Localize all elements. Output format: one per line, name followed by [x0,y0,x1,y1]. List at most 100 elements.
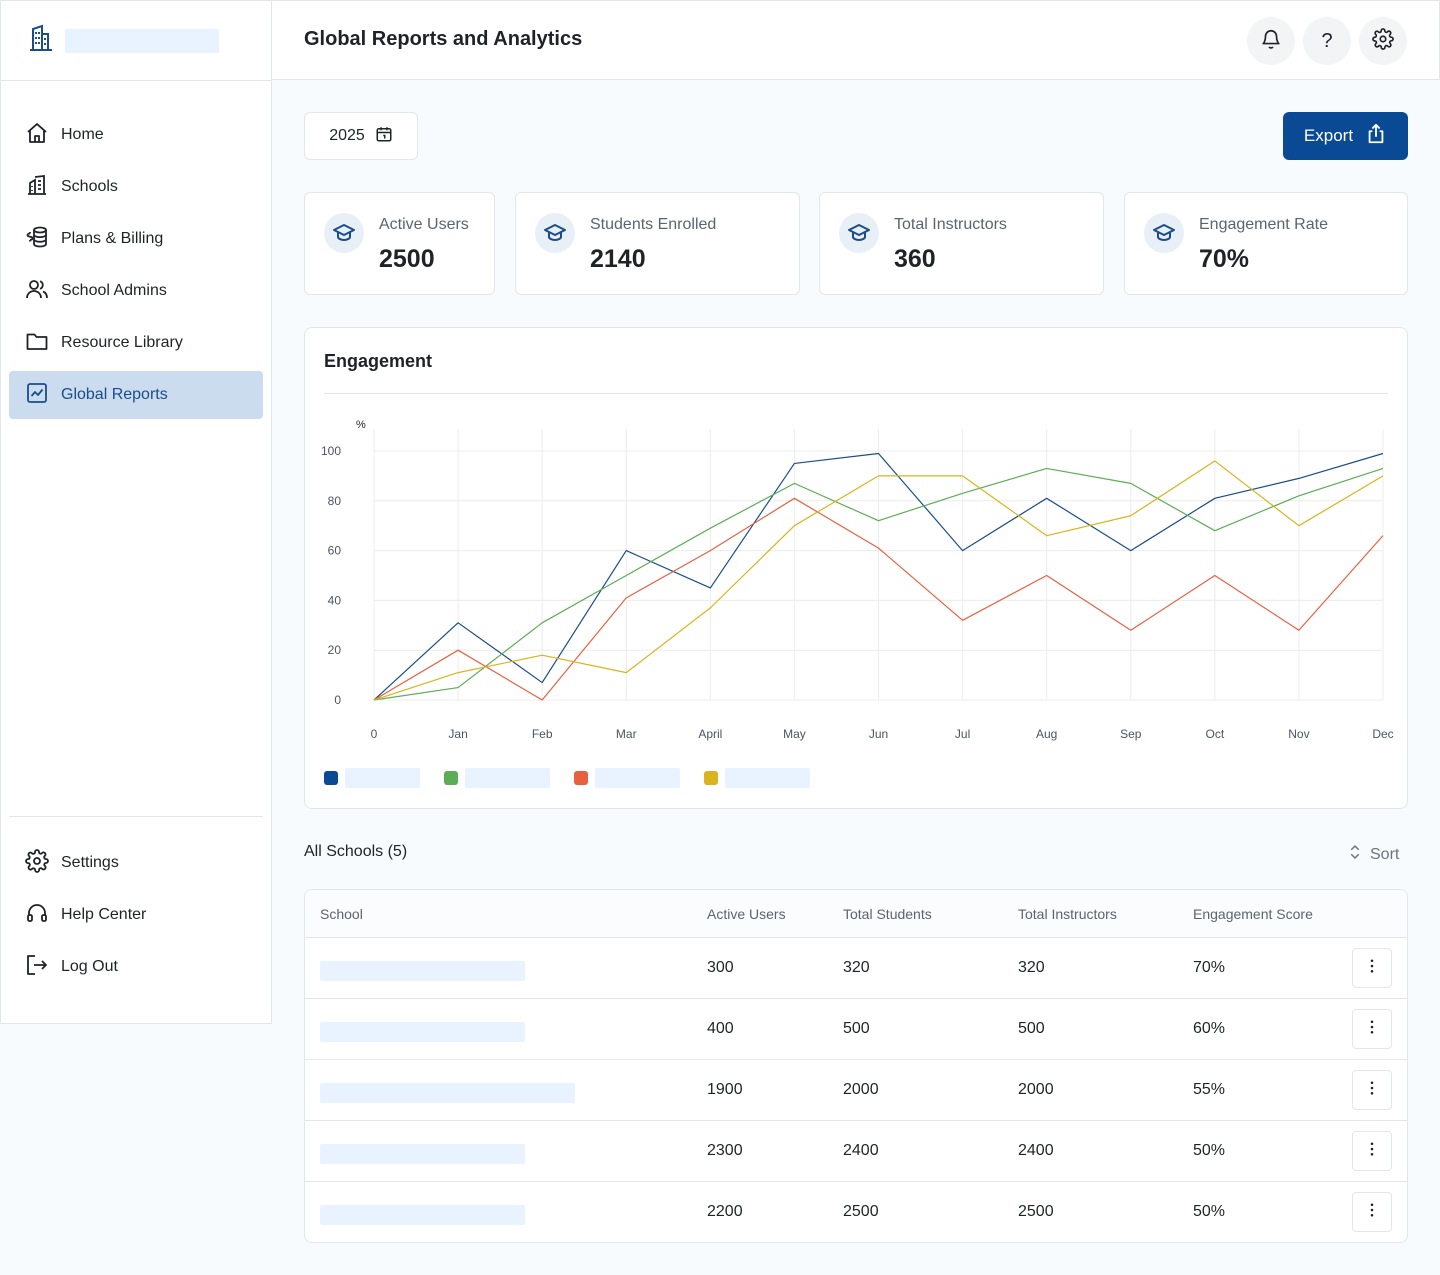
legend-swatch [704,771,718,785]
headset-icon [25,901,61,930]
x-tick-label: Dec [1372,727,1393,741]
legend-item [704,768,810,788]
stat-value: 2500 [379,245,435,273]
table-row[interactable]: 2200 2500 2500 50% [305,1182,1407,1242]
sidebar-item-help-center[interactable]: Help Center [9,891,263,939]
row-menu-button[interactable] [1352,1131,1392,1171]
column-header-school[interactable]: School [320,906,363,922]
chart-title: Engagement [324,351,433,371]
x-tick-label: Jul [955,727,970,741]
graduation-cap-icon [839,213,879,253]
export-button[interactable]: Export [1283,112,1408,160]
sort-button[interactable]: Sort [1346,843,1399,866]
legend-swatch [574,771,588,785]
row-menu-button[interactable] [1352,948,1392,988]
sidebar-item-resource-library[interactable]: Resource Library [9,319,263,367]
school-name-placeholder [320,1205,525,1225]
schools-table: School Active Users Total Students Total… [304,889,1408,1243]
page-title: Global Reports and Analytics [304,28,583,50]
total-instructors-cell: 320 [1018,959,1045,976]
legend-item [324,768,420,788]
series-line [373,452,1384,701]
legend-item [574,768,680,788]
kebab-icon [1363,1140,1381,1163]
total-students-cell: 2400 [843,1142,879,1159]
kebab-icon [1363,1079,1381,1102]
brand-name-placeholder [65,28,219,53]
gear-icon [25,848,61,878]
table-row[interactable]: 2300 2400 2400 50% [305,1121,1407,1182]
engagement-score-cell: 60% [1193,1020,1226,1037]
x-tick-label: Feb [532,727,553,741]
school-name-placeholder [320,1144,525,1164]
series-line [373,467,1384,701]
sidebar-item-global-reports[interactable]: Global Reports [9,371,263,419]
stat-value: 360 [894,245,936,273]
total-students-cell: 2000 [843,1081,879,1098]
school-name-placeholder [320,1022,525,1042]
sidebar-item-plans-billing[interactable]: Plans & Billing [9,215,263,263]
column-header-engagement-score[interactable]: Engagement Score [1193,906,1313,922]
primary-nav: Home Schools Plans & Billing School Admi… [9,111,263,423]
total-students-cell: 320 [843,959,870,976]
gear-icon [1372,27,1394,55]
column-header-total-students[interactable]: Total Students [843,906,932,922]
x-tick-label: Jan [448,727,467,741]
row-menu-button[interactable] [1352,1070,1392,1110]
table-row[interactable]: 1900 2000 2000 55% [305,1060,1407,1121]
sidebar-item-home[interactable]: Home [9,111,263,159]
x-tick-label: Nov [1288,727,1309,741]
column-header-total-instructors[interactable]: Total Instructors [1018,906,1117,922]
legend-label-placeholder [725,768,810,788]
row-menu-button[interactable] [1352,1009,1392,1049]
sidebar-item-label: Global Reports [61,386,168,403]
legend-label-placeholder [595,768,680,788]
sidebar-item-label: Settings [61,854,119,871]
year-picker-button[interactable]: 2025 [304,112,418,160]
x-tick-label: Aug [1036,727,1057,741]
engagement-chart-card: Engagement 0 20 40 60 80 100 0 Jan Feb Mar April Ma… [304,327,1408,809]
kebab-icon [1363,1201,1381,1224]
legend-swatch [324,771,338,785]
x-tick-label: 0 [371,727,378,741]
sidebar-item-schools[interactable]: Schools [9,163,263,211]
help-button[interactable]: ? [1303,17,1351,65]
table-row[interactable]: 300 320 320 70% [305,938,1407,999]
header-actions: ? [1247,17,1407,65]
active-users-cell: 300 [707,959,734,976]
row-menu-button[interactable] [1352,1192,1392,1232]
building-icon [25,173,61,202]
sidebar-item-log-out[interactable]: Log Out [9,943,263,991]
total-instructors-cell: 2500 [1018,1203,1054,1220]
graduation-cap-icon [324,213,364,253]
y-tick-label: 80 [328,494,342,508]
export-label: Export [1303,126,1354,145]
y-axis-label: % [356,419,366,431]
total-instructors-cell: 500 [1018,1020,1045,1037]
secondary-nav: Settings Help Center Log Out [9,839,263,995]
settings-button[interactable] [1359,17,1407,65]
sidebar-item-settings[interactable]: Settings [9,839,263,887]
home-icon [25,121,61,150]
chart-icon [25,381,61,410]
brand[interactable] [1,1,271,81]
x-tick-label: Oct [1205,727,1224,741]
engagement-score-cell: 50% [1193,1142,1226,1159]
series-line [373,460,1384,701]
calendar-icon [365,125,393,148]
notifications-button[interactable] [1247,17,1295,65]
active-users-cell: 2300 [707,1142,743,1159]
year-value: 2025 [329,127,365,144]
sidebar-item-label: Help Center [61,906,147,923]
column-header-active-users[interactable]: Active Users [707,906,786,922]
x-tick-label: Sep [1120,727,1142,741]
top-header: Global Reports and Analytics ? [272,0,1440,80]
total-instructors-cell: 2400 [1018,1142,1054,1159]
active-users-cell: 400 [707,1020,734,1037]
stat-card-active-users: Active Users 2500 [304,192,495,295]
legend-swatch [444,771,458,785]
sidebar-item-school-admins[interactable]: School Admins [9,267,263,315]
sidebar-item-label: School Admins [61,282,167,299]
table-row[interactable]: 400 500 500 60% [305,999,1407,1060]
stat-label: Engagement Rate [1199,216,1328,233]
